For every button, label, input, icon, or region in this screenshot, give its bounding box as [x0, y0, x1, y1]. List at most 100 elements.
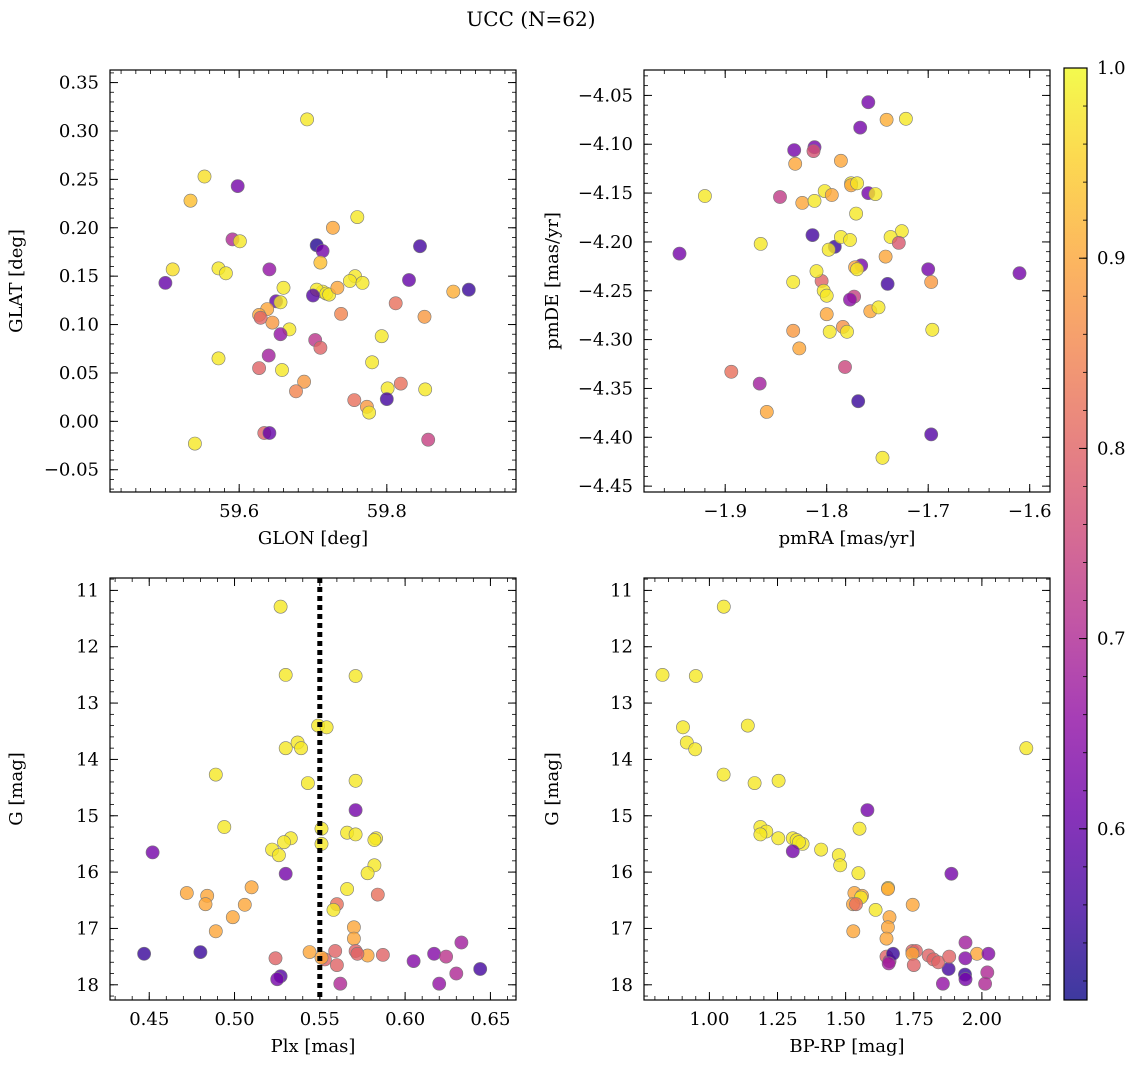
axes-frame	[643, 69, 1051, 493]
data-point	[252, 361, 266, 375]
y-tick-label: 17	[610, 918, 633, 939]
data-point	[333, 976, 348, 991]
panels: 59.6 59.8 −0.05 0.00 0.05 0.10 0.15 0.20 0.25 0.3…	[6, 69, 1052, 1057]
y-tick-label: 12	[76, 637, 99, 658]
data-point	[473, 962, 488, 976]
data-point	[325, 220, 340, 235]
data-point	[752, 376, 767, 391]
data-point	[819, 307, 834, 322]
data-point	[294, 741, 308, 756]
data-point	[347, 393, 362, 407]
y-tick-label: 13	[610, 693, 633, 714]
data-point	[905, 897, 920, 912]
panel-plx-g: 0.45 0.50 0.55 0.60 0.65 11 12 13 14 15 16 17 18 Plx …	[6, 577, 517, 1057]
data-point	[208, 924, 223, 939]
data-point	[879, 931, 894, 946]
major-ticks: 59.6 59.8 −0.05 0.00 0.05 0.10 0.15 0.20 0.25 0.3…	[44, 70, 516, 522]
data-point	[350, 946, 365, 961]
data-point	[868, 903, 883, 917]
minor-ticks	[643, 70, 1051, 492]
data-point	[268, 951, 283, 966]
data-point	[773, 190, 787, 204]
data-point	[225, 910, 240, 925]
data-point	[326, 903, 341, 917]
data-point	[273, 599, 288, 614]
data-point	[355, 275, 370, 290]
colorbar-tick-label: 0.9	[1097, 248, 1126, 269]
data-point	[833, 858, 848, 873]
data-point	[891, 235, 906, 250]
data-point	[851, 866, 866, 881]
data-point	[187, 436, 202, 451]
data-point	[906, 958, 921, 972]
colorbar-frame	[1063, 67, 1088, 1001]
data-point	[197, 169, 212, 184]
panel-pmra-pmde: −1.9 −1.8 −1.7 −1.6 −4.45 −4.40 −4.35 −4.30 −4.2…	[542, 69, 1052, 549]
y-tick-label: 0.20	[59, 218, 99, 239]
data-point	[860, 803, 875, 817]
data-point	[273, 327, 288, 342]
data-point	[329, 958, 344, 972]
data-point	[879, 112, 894, 127]
panel-glon-glat: 59.6 59.8 −0.05 0.00 0.05 0.10 0.15 0.20 0.25 0.3…	[6, 69, 517, 549]
data-point	[313, 340, 328, 355]
data-point	[306, 288, 320, 303]
data-point	[278, 668, 293, 682]
x-tick-label: 0.45	[129, 1009, 169, 1030]
data-point	[958, 951, 973, 966]
data-point	[330, 280, 345, 295]
data-point	[788, 156, 803, 171]
y-tick-label: 14	[76, 749, 99, 770]
data-point	[406, 954, 421, 968]
data-point	[413, 239, 427, 254]
data-point	[936, 976, 950, 991]
data-point	[379, 392, 394, 406]
y-tick-label: 15	[610, 806, 633, 827]
data-point	[931, 955, 946, 970]
data-point	[795, 195, 810, 210]
data-point	[881, 882, 895, 896]
data-point	[809, 264, 824, 279]
data-point	[753, 236, 768, 251]
data-point	[446, 284, 461, 299]
x-axis-label: Plx [mas]	[271, 1036, 356, 1057]
x-tick-label: −1.7	[906, 501, 950, 522]
y-tick-label: 0.00	[59, 411, 99, 432]
data-point	[179, 886, 194, 900]
data-point	[262, 262, 277, 277]
data-point	[302, 945, 317, 959]
data-point	[924, 275, 939, 289]
data-point	[271, 848, 286, 863]
data-point	[300, 112, 314, 127]
data-point	[346, 931, 361, 946]
data-point	[899, 111, 913, 126]
data-point	[785, 844, 800, 859]
data-point	[402, 273, 416, 287]
y-tick-label: 0.25	[59, 169, 99, 190]
x-axis-label: GLON [deg]	[258, 528, 368, 549]
y-tick-label: 18	[610, 975, 633, 996]
y-tick-label: 14	[610, 749, 633, 770]
data-point	[771, 831, 786, 846]
data-point	[350, 210, 365, 224]
data-point	[805, 228, 820, 242]
data-point	[792, 341, 807, 356]
x-tick-label: 0.65	[470, 1009, 510, 1030]
data-point	[334, 306, 348, 321]
y-tick-label: 13	[76, 693, 99, 714]
data-point	[1012, 266, 1027, 281]
data-point	[289, 384, 303, 399]
colorbar-gradient	[1064, 68, 1087, 1000]
data-point	[158, 275, 173, 290]
y-tick-label: −4.05	[578, 85, 633, 106]
major-ticks: 1.00 1.25 1.50 1.75 2.00 11 12 13 14 15 16 17 18	[610, 578, 1050, 1030]
data-point	[365, 355, 379, 370]
data-point	[821, 242, 836, 257]
y-tick-label: 0.05	[59, 363, 99, 384]
data-point	[843, 292, 857, 307]
data-point	[771, 773, 786, 788]
data-point	[360, 866, 375, 881]
y-axis-label: G [mag]	[6, 752, 27, 825]
minor-ticks	[110, 578, 516, 1000]
data-point	[275, 363, 289, 377]
